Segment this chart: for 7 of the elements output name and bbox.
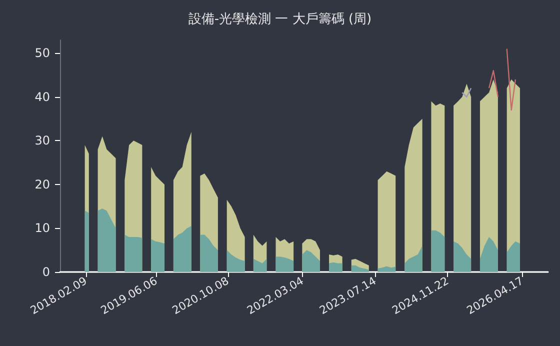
chart-title: 設備-光學檢測 一 大戶籌碼 (周) <box>188 12 372 27</box>
y-tick-label: 30 <box>34 134 50 148</box>
y-tick-label: 50 <box>34 46 50 60</box>
y-tick-label: 10 <box>34 221 50 236</box>
y-tick-label: 0 <box>42 265 50 279</box>
y-tick-label: 40 <box>34 90 50 104</box>
y-tick-label: 20 <box>34 177 50 192</box>
